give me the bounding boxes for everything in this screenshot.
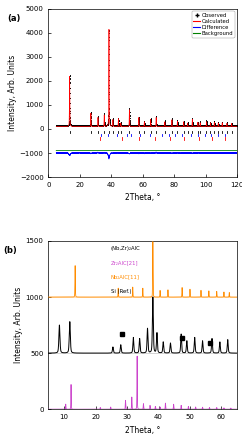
Text: Nb₂AlC[11]: Nb₂AlC[11] [111,275,140,279]
Legend: Observed, Calculated, Difference, Background: Observed, Calculated, Difference, Backgr… [192,11,234,38]
X-axis label: 2Theta, °: 2Theta, ° [125,194,160,202]
Text: Si (Ref.): Si (Ref.) [111,289,131,294]
Y-axis label: Intensity, Arb. Units: Intensity, Arb. Units [14,287,23,363]
Text: (a): (a) [7,14,20,23]
Text: Zr₂AlC[21]: Zr₂AlC[21] [111,260,138,265]
Y-axis label: Intensity, Arb. Units: Intensity, Arb. Units [8,55,17,131]
Text: (Nb,Zr)₂AlC: (Nb,Zr)₂AlC [111,246,140,251]
X-axis label: 2Theta, °: 2Theta, ° [125,425,160,435]
Text: (b): (b) [3,246,17,255]
